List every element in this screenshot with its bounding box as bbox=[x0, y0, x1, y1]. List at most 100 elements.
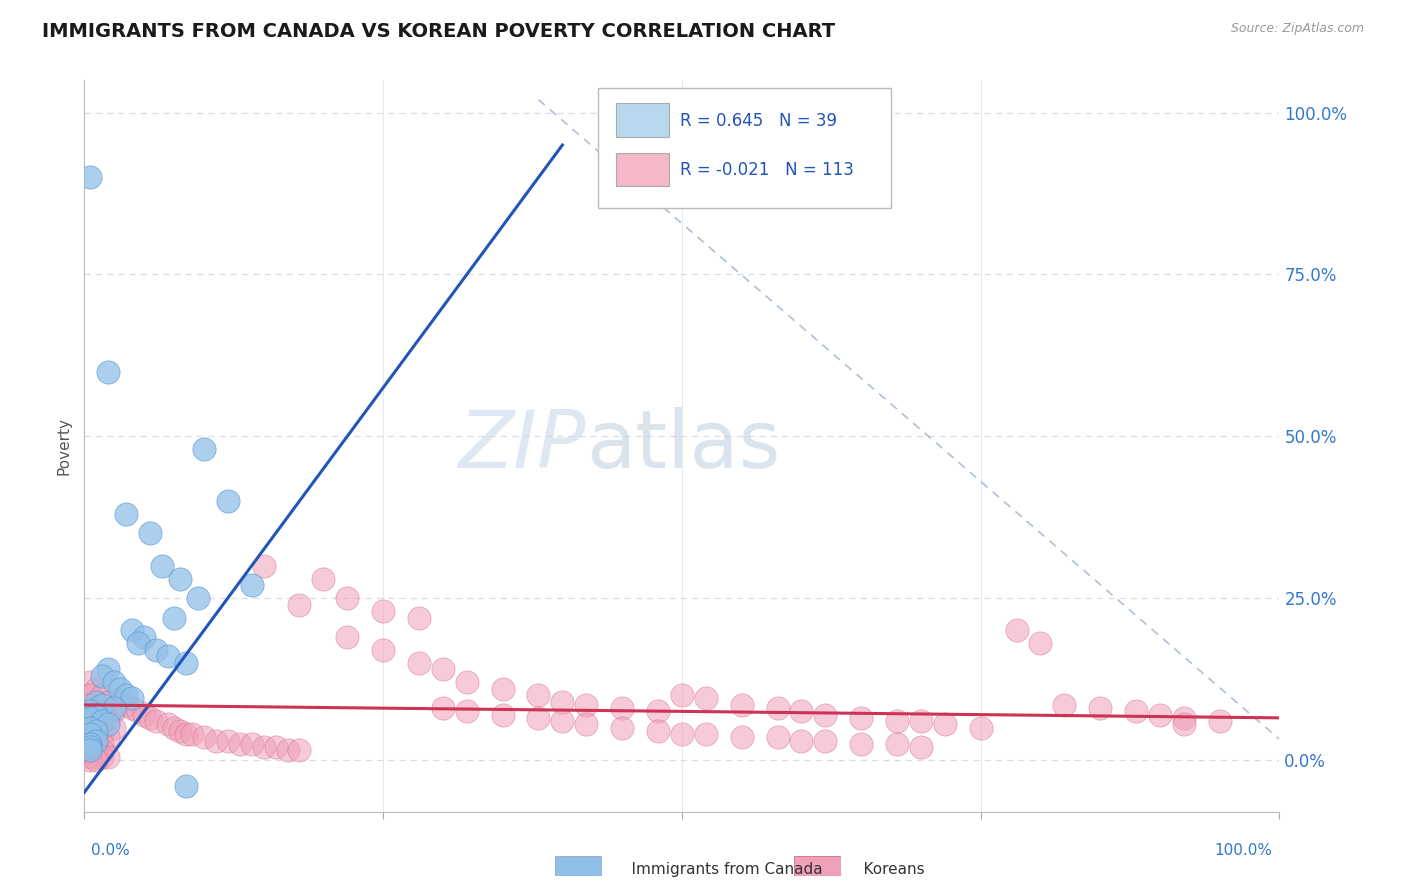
Point bbox=[217, 733, 239, 747]
Point bbox=[288, 598, 311, 612]
Point bbox=[1209, 714, 1232, 728]
Point bbox=[612, 701, 634, 715]
Point bbox=[145, 714, 167, 728]
Point bbox=[181, 727, 204, 741]
Point bbox=[86, 733, 108, 747]
Point bbox=[193, 731, 215, 745]
Point bbox=[527, 688, 550, 702]
Point bbox=[551, 695, 574, 709]
Point bbox=[91, 721, 114, 735]
Point bbox=[886, 714, 908, 728]
Point bbox=[253, 558, 276, 573]
Point bbox=[79, 688, 101, 702]
Point bbox=[139, 526, 162, 541]
Point bbox=[527, 711, 550, 725]
Point bbox=[647, 705, 669, 719]
Point bbox=[91, 705, 114, 719]
Point bbox=[163, 721, 186, 735]
Point bbox=[229, 737, 252, 751]
Point bbox=[193, 442, 215, 457]
Point bbox=[121, 624, 143, 638]
Point bbox=[115, 688, 138, 702]
Point bbox=[157, 717, 180, 731]
Point bbox=[790, 733, 813, 747]
Point bbox=[79, 737, 101, 751]
Point bbox=[79, 698, 101, 712]
Point bbox=[373, 604, 395, 618]
Text: 0.0%: 0.0% bbox=[91, 843, 131, 858]
Point bbox=[169, 723, 191, 738]
Point bbox=[970, 721, 993, 735]
Point bbox=[910, 714, 932, 728]
Point bbox=[97, 731, 120, 745]
Point bbox=[86, 723, 108, 738]
Point bbox=[127, 636, 149, 650]
Point bbox=[288, 743, 311, 757]
Point bbox=[1125, 705, 1147, 719]
Point bbox=[695, 727, 717, 741]
Point bbox=[731, 698, 754, 712]
Point bbox=[79, 170, 101, 185]
Point bbox=[79, 707, 101, 722]
Point bbox=[86, 717, 108, 731]
Text: ZIP: ZIP bbox=[458, 407, 586, 485]
Point bbox=[97, 717, 120, 731]
Point bbox=[253, 739, 276, 754]
Point bbox=[408, 610, 430, 624]
Point bbox=[132, 630, 156, 644]
Point bbox=[79, 739, 101, 754]
Text: Source: ZipAtlas.com: Source: ZipAtlas.com bbox=[1230, 22, 1364, 36]
Point bbox=[86, 749, 108, 764]
Point bbox=[79, 705, 101, 719]
Point bbox=[205, 733, 228, 747]
Point bbox=[277, 743, 299, 757]
Point bbox=[695, 691, 717, 706]
Point bbox=[103, 675, 125, 690]
Point bbox=[86, 753, 108, 767]
Point bbox=[456, 705, 478, 719]
Point bbox=[79, 753, 101, 767]
Point bbox=[1149, 707, 1171, 722]
Point bbox=[103, 721, 125, 735]
Point bbox=[647, 723, 669, 738]
Point bbox=[79, 675, 101, 690]
Point bbox=[240, 578, 263, 592]
Point bbox=[79, 717, 101, 731]
Point bbox=[217, 494, 239, 508]
Point bbox=[97, 695, 120, 709]
Point bbox=[150, 558, 173, 573]
Point bbox=[97, 749, 120, 764]
Point bbox=[264, 739, 287, 754]
Point bbox=[97, 662, 120, 676]
Text: atlas: atlas bbox=[586, 407, 780, 485]
Point bbox=[408, 656, 430, 670]
Point bbox=[110, 681, 132, 696]
Point bbox=[174, 779, 197, 793]
Point bbox=[86, 739, 108, 754]
Point bbox=[492, 681, 515, 696]
Point bbox=[886, 737, 908, 751]
Text: Immigrants from Canada: Immigrants from Canada bbox=[612, 863, 823, 877]
Point bbox=[79, 743, 101, 757]
Point bbox=[91, 688, 114, 702]
Point bbox=[240, 737, 263, 751]
Point bbox=[766, 731, 789, 745]
Point bbox=[187, 591, 209, 606]
Point bbox=[492, 707, 515, 722]
Point bbox=[814, 733, 837, 747]
Point bbox=[103, 701, 125, 715]
Point bbox=[86, 707, 108, 722]
Point bbox=[731, 731, 754, 745]
Point bbox=[910, 739, 932, 754]
Point bbox=[91, 727, 114, 741]
Point bbox=[91, 749, 114, 764]
Point bbox=[86, 701, 108, 715]
FancyBboxPatch shape bbox=[599, 87, 891, 209]
Point bbox=[79, 747, 101, 761]
Point bbox=[91, 669, 114, 683]
Point bbox=[115, 507, 138, 521]
Point bbox=[432, 701, 454, 715]
Point bbox=[1053, 698, 1076, 712]
Point bbox=[174, 727, 197, 741]
Text: R = 0.645   N = 39: R = 0.645 N = 39 bbox=[679, 112, 837, 129]
